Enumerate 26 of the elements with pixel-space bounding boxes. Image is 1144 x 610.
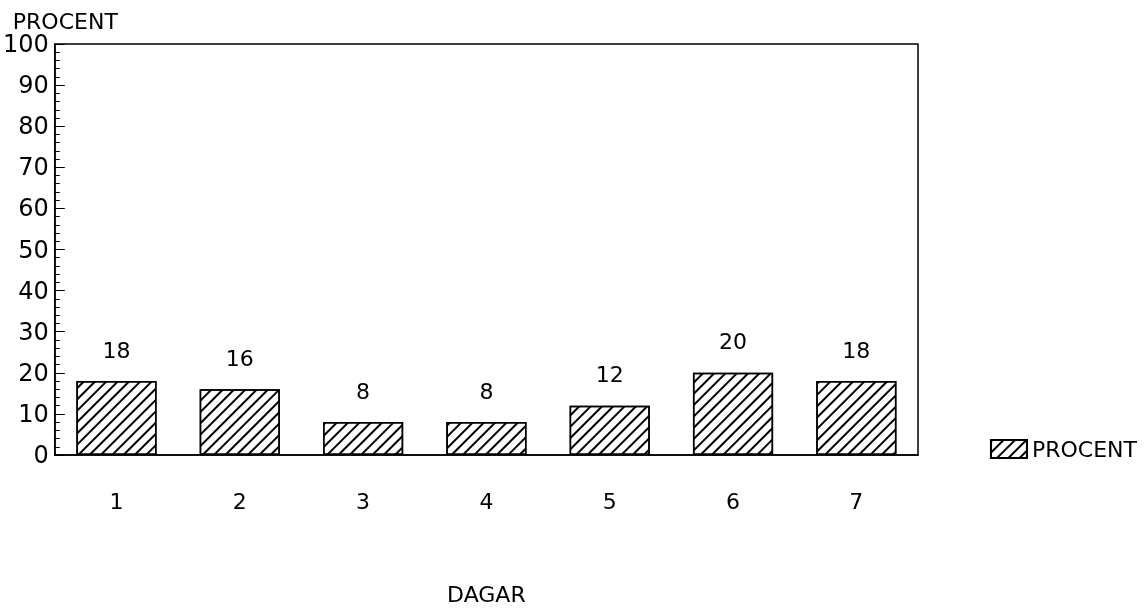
x-tick-label: 1 [109, 488, 124, 514]
x-tick-label: 6 [726, 488, 741, 514]
y-tick-label: 90 [18, 71, 49, 100]
y-tick-label: 40 [18, 276, 49, 305]
data-label: 16 [225, 345, 254, 371]
data-label: 18 [102, 337, 131, 363]
x-tick-label: 3 [356, 488, 371, 514]
y-tick-label: 20 [18, 358, 49, 387]
x-tick-label: 5 [602, 488, 617, 514]
data-label: 8 [356, 378, 371, 404]
y-tick-label: 50 [18, 235, 49, 264]
y-tick-label: 80 [18, 112, 49, 141]
x-tick-label: 4 [479, 488, 494, 514]
y-tick-label: 0 [33, 441, 49, 469]
x-axis-title: DAGAR [447, 581, 526, 607]
y-tick-label: 10 [18, 399, 49, 428]
data-label: 12 [595, 362, 624, 388]
data-label: 8 [479, 378, 494, 404]
y-tick-label: 60 [18, 194, 49, 223]
data-label: 20 [719, 329, 748, 355]
x-tick-label: 7 [849, 488, 864, 514]
legend-label: PROCENT [1031, 436, 1138, 462]
y-tick-label: 30 [18, 317, 49, 346]
x-tick-label: 2 [232, 488, 247, 514]
data-label: 18 [842, 337, 871, 363]
y-tick-label: 70 [18, 153, 49, 182]
